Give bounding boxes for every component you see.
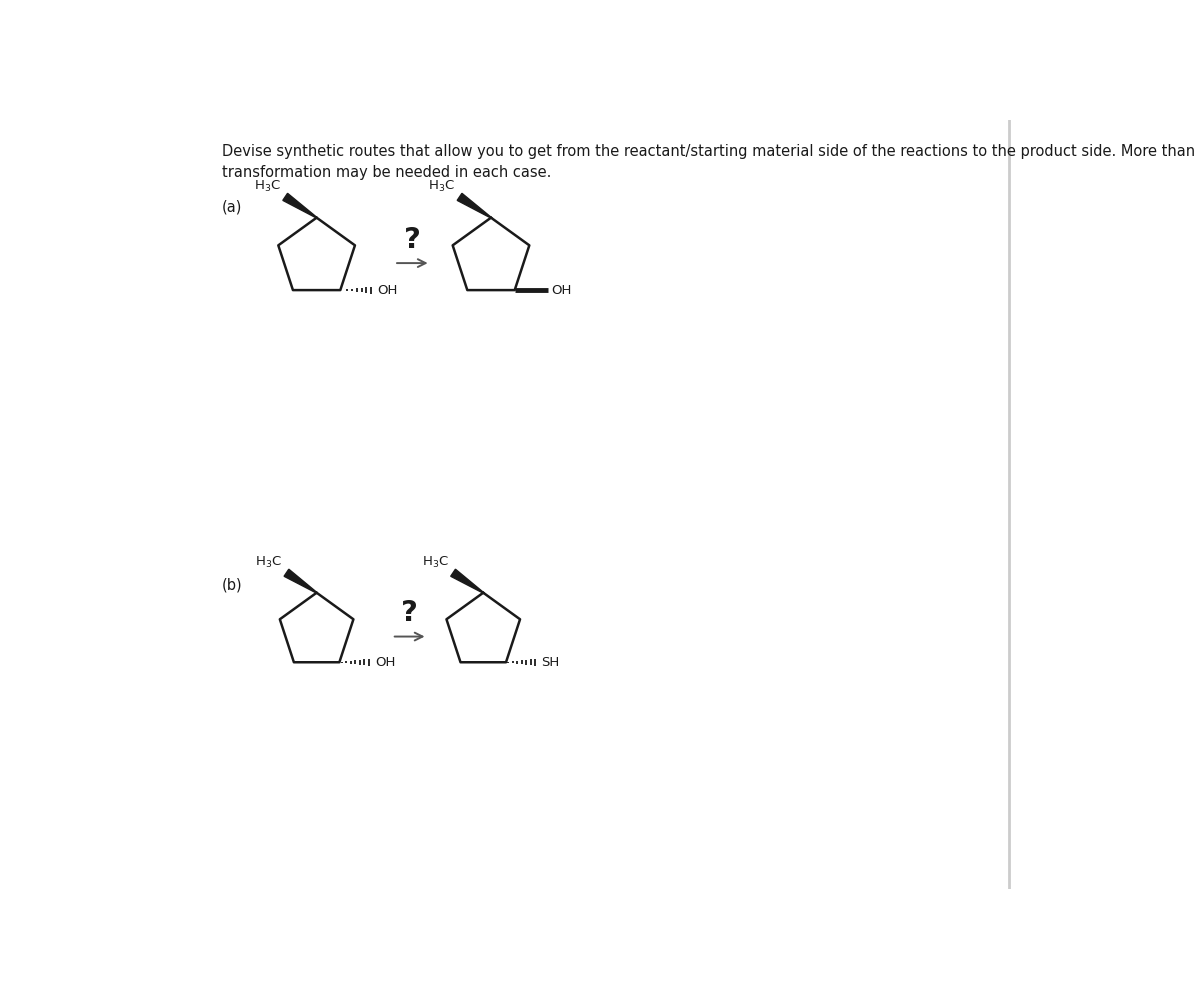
Text: H$_3$C: H$_3$C (428, 179, 455, 194)
Text: ?: ? (401, 599, 418, 627)
Text: H$_3$C: H$_3$C (421, 554, 449, 569)
Text: (b): (b) (222, 577, 242, 592)
Polygon shape (283, 194, 317, 218)
Text: (a): (a) (222, 200, 242, 215)
Text: OH: OH (377, 284, 397, 297)
Polygon shape (457, 194, 491, 218)
Text: Devise synthetic routes that allow you to get from the reactant/starting materia: Devise synthetic routes that allow you t… (222, 144, 1200, 159)
Text: OH: OH (552, 284, 572, 297)
Text: ?: ? (403, 226, 420, 254)
Text: H$_3$C: H$_3$C (254, 554, 282, 569)
Text: H$_3$C: H$_3$C (253, 179, 281, 194)
Text: transformation may be needed in each case.: transformation may be needed in each cas… (222, 165, 552, 180)
Polygon shape (284, 569, 317, 593)
Text: OH: OH (374, 655, 395, 668)
Text: SH: SH (541, 655, 560, 668)
Polygon shape (451, 569, 484, 593)
